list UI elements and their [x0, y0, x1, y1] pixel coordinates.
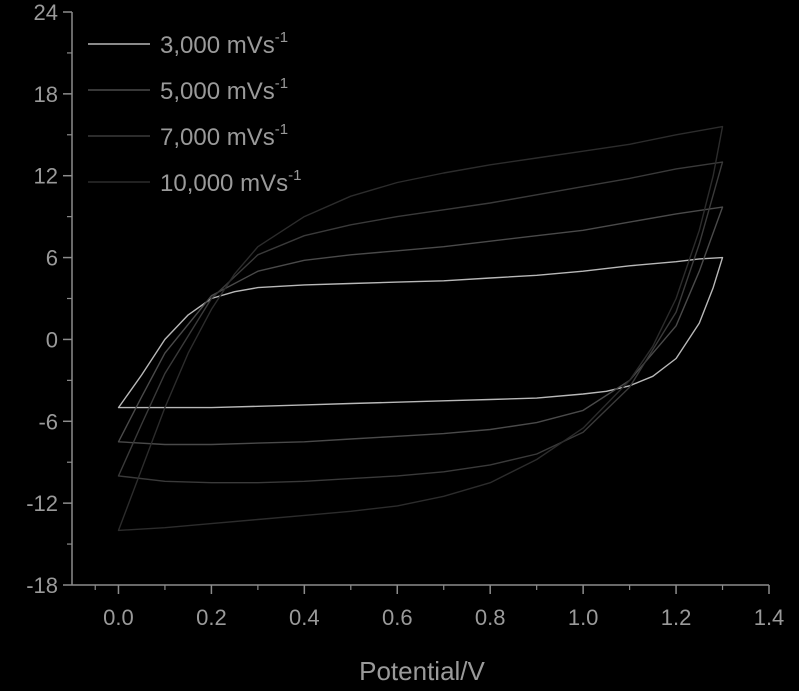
y-tick-label: 18 — [34, 82, 58, 107]
x-tick-label: 0.2 — [196, 605, 227, 630]
axes: -18 -12 -6 0 6 12 18 24 0.0 0.2 0.4 0.6 0.8 1.0 1.2 1.4 — [26, 0, 784, 630]
series-curves — [117, 125, 724, 532]
x-tick-label: 0.6 — [382, 605, 413, 630]
y-tick-label: -18 — [26, 573, 58, 598]
legend-label: 3,000 mVs-1 — [160, 29, 288, 59]
y-tick-label: -12 — [26, 491, 58, 516]
x-tick-label: 1.2 — [661, 605, 692, 630]
x-tick-label: 0.8 — [475, 605, 506, 630]
series-line-0 — [117, 256, 724, 409]
series-line-2 — [117, 161, 724, 484]
x-tick-label: 0.4 — [289, 605, 320, 630]
y-tick-label: 0 — [46, 327, 58, 352]
legend: 3,000 mVs-1 5,000 mVs-1 7,000 mVs-1 10,000 … — [88, 29, 301, 197]
legend-label: 10,000 mVs-1 — [160, 167, 301, 197]
series-line-3 — [117, 125, 724, 532]
x-tick-label: 1.0 — [568, 605, 599, 630]
x-axis-title: Potential/V — [359, 656, 485, 686]
x-tick-label: 0.0 — [103, 605, 134, 630]
y-tick-label: 12 — [34, 164, 58, 189]
legend-label: 5,000 mVs-1 — [160, 75, 288, 105]
y-tick-label: 6 — [46, 246, 58, 271]
y-tick-label: -6 — [38, 409, 58, 434]
series-line-1 — [117, 206, 724, 446]
y-tick-label: 24 — [34, 0, 58, 25]
legend-label: 7,000 mVs-1 — [160, 121, 288, 151]
x-tick-label: 1.4 — [754, 605, 785, 630]
